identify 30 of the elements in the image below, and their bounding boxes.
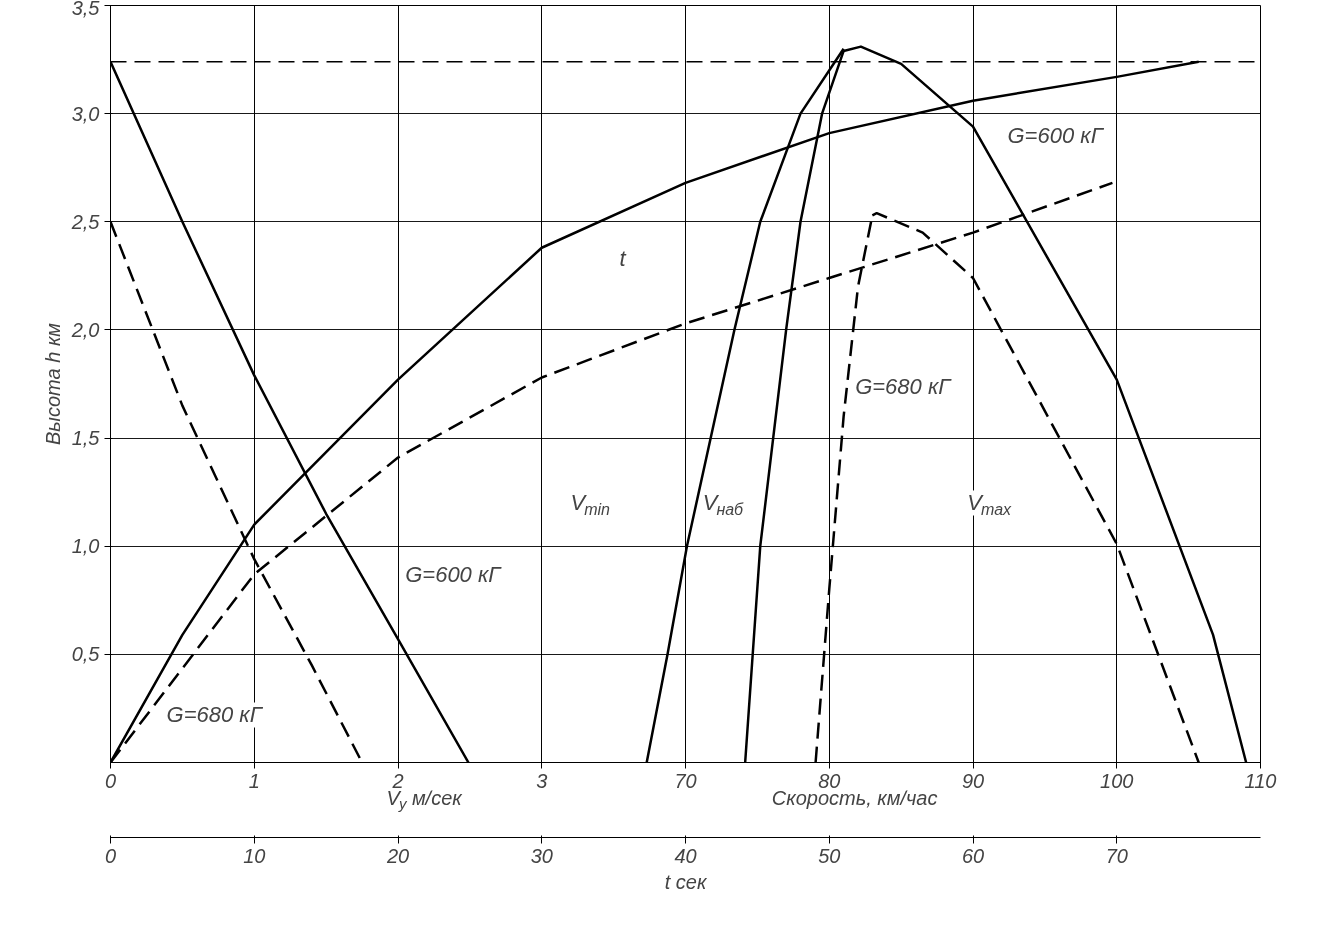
y-tick-label: 3,0 (71, 102, 100, 125)
x-tick-label: 0 (104, 844, 117, 867)
x-tick-label: 10 (243, 844, 266, 867)
annotation: G=600 кГ (405, 561, 503, 587)
x-tick-label: 0 (104, 769, 117, 792)
annotation: G=600 кГ (1007, 122, 1105, 148)
x2-tick-label: 100 (1100, 769, 1134, 792)
x-tick-label: 60 (961, 844, 985, 867)
x2-tick-label: 110 (1244, 769, 1277, 792)
y-axis-title: Высота h км (41, 322, 64, 446)
y-tick-label: 3,5 (71, 0, 101, 19)
x-tick-label: 1 (248, 769, 260, 792)
x-axis-title: t сек (664, 870, 708, 893)
y-tick-label: 1,0 (71, 535, 100, 558)
x-tick-label: 20 (385, 844, 410, 867)
y-tick-label: 1,5 (71, 427, 101, 450)
x-tick-label: 50 (818, 844, 841, 867)
x2-tick-label: 90 (961, 769, 985, 792)
x-tick-label: 2 (391, 769, 404, 792)
x-tick-label: 30 (530, 844, 553, 867)
x2-tick-label: 80 (818, 769, 841, 792)
annotation: G=680 кГ (855, 373, 953, 399)
x-tick-label: 70 (1105, 844, 1128, 867)
x-tick-label: 3 (536, 769, 548, 792)
y-tick-label: 2,5 (70, 210, 101, 233)
annotation: G=680 кГ (166, 702, 264, 728)
annotation: t (619, 246, 627, 272)
x-tick-label: 40 (674, 844, 697, 867)
y-tick-label: 0,5 (71, 643, 101, 666)
y-tick-label: 2,0 (70, 318, 100, 341)
